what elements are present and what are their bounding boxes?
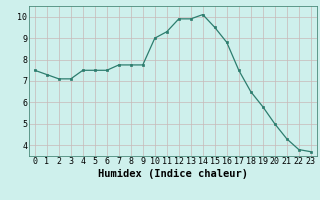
X-axis label: Humidex (Indice chaleur): Humidex (Indice chaleur): [98, 169, 248, 179]
